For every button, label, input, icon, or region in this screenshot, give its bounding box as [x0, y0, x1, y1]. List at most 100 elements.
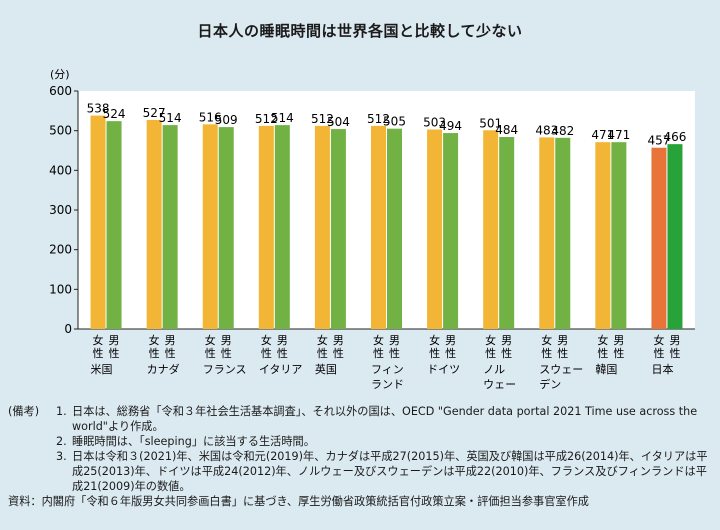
series-label-male: 男	[333, 334, 344, 347]
series-label-female: 性	[261, 346, 272, 360]
series-label-female: 女	[373, 333, 384, 347]
bar-male	[555, 137, 571, 329]
series-label-female: 女	[317, 333, 328, 347]
series-label-female: 女	[205, 333, 216, 347]
bar-value-label: 482	[551, 124, 574, 138]
country-label: フィン	[371, 363, 404, 376]
bar-female	[90, 115, 106, 330]
note-number: 2.	[56, 435, 67, 448]
series-label-male: 男	[221, 334, 232, 347]
country-label: ドイツ	[427, 363, 460, 376]
y-tick-label: 100	[49, 282, 72, 296]
series-label-female: 性	[93, 346, 104, 360]
series-label-male: 男	[445, 334, 456, 347]
bar-female	[146, 119, 162, 329]
bar-value-label: 471	[607, 128, 630, 142]
bar-value-label: 512	[311, 112, 334, 126]
series-label-female: 女	[485, 333, 496, 347]
note-item-1: (備考) 1. 日本は、総務省「令和３年社会生活基本調査」、それ以外の国は、OE…	[8, 404, 714, 434]
series-label-male: 性	[221, 346, 232, 360]
bar-male	[443, 133, 459, 329]
y-tick-label: 500	[49, 124, 72, 138]
series-label-female: 女	[597, 333, 608, 347]
series-label-female: 女	[429, 333, 440, 347]
note-number: 3.	[56, 450, 67, 463]
bar-value-label: 505	[383, 115, 406, 129]
bar-female	[651, 147, 667, 329]
bar-value-label: 466	[664, 130, 687, 144]
series-label-female: 性	[205, 346, 216, 360]
bar-female	[427, 129, 443, 329]
bar-value-label: 516	[199, 110, 222, 124]
series-label-female: 女	[149, 333, 160, 347]
series-label-female: 性	[485, 346, 496, 360]
country-label: ノル	[483, 363, 505, 376]
y-tick-label: 300	[49, 203, 72, 217]
series-label-male: 男	[109, 334, 120, 347]
bar-value-label: 494	[439, 119, 462, 133]
series-label-female: 性	[149, 346, 160, 360]
bar-male	[499, 137, 515, 329]
bar-value-label: 503	[423, 115, 446, 129]
bar-value-label: 504	[327, 115, 350, 129]
series-label-female: 性	[317, 346, 328, 360]
series-label-male: 性	[165, 346, 176, 360]
series-label-female: 女	[653, 333, 664, 347]
country-label: デン	[539, 377, 561, 391]
series-label-male: 性	[389, 346, 400, 360]
series-label-female: 女	[541, 333, 552, 347]
series-label-male: 性	[333, 346, 344, 360]
note-text: 日本は、総務省「令和３年社会生活基本調査」、それ以外の国は、OECD "Gend…	[72, 405, 698, 433]
bar-value-label: 484	[495, 123, 518, 137]
series-label-male: 男	[277, 334, 288, 347]
bar-value-label: 512	[367, 112, 390, 126]
series-label-male: 性	[669, 346, 680, 360]
series-label-male: 性	[501, 346, 512, 360]
bar-female	[371, 125, 386, 329]
bar-value-label: 524	[103, 107, 126, 121]
country-label: フランス	[203, 363, 247, 376]
series-label-female: 性	[429, 346, 440, 360]
bar-male	[667, 144, 683, 329]
series-label-male: 男	[669, 334, 680, 347]
series-label-male: 性	[613, 346, 624, 360]
y-tick-label: 0	[64, 322, 72, 336]
country-label: 英国	[315, 362, 337, 376]
bar-male	[162, 125, 178, 329]
country-label: カナダ	[147, 362, 180, 376]
series-label-female: 性	[597, 346, 608, 360]
bar-male	[106, 121, 122, 329]
series-label-male: 性	[557, 346, 568, 360]
bar-male	[218, 127, 234, 329]
bar-female	[314, 125, 330, 329]
country-label: 日本	[651, 362, 673, 376]
note-text: 睡眠時間は、「sleeping」に該当する生活時間。	[72, 435, 315, 448]
plot-area-background	[78, 91, 695, 329]
notes-block: (備考) 1. 日本は、総務省「令和３年社会生活基本調査」、それ以外の国は、OE…	[8, 404, 714, 509]
country-label: イタリア	[259, 363, 303, 376]
series-label-male: 性	[109, 346, 120, 360]
bar-value-label: 457	[648, 134, 671, 148]
y-tick-label: 600	[49, 84, 72, 98]
bar-male	[330, 129, 346, 329]
series-label-female: 性	[541, 346, 552, 360]
y-tick-label: 400	[49, 163, 72, 177]
chart-title: 日本人の睡眠時間は世界各国と比較して少ない	[197, 22, 523, 40]
y-axis: 0 100 200 300 400 500 600	[49, 84, 695, 336]
y-axis-unit-label: (分)	[50, 68, 70, 81]
note-item-2: 2. 睡眠時間は、「sleeping」に該当する生活時間。	[8, 434, 714, 449]
bar-value-label: 512	[255, 112, 278, 126]
bar-female	[539, 137, 555, 329]
country-label: 韓国	[595, 363, 617, 376]
bar-value-label: 514	[159, 111, 182, 125]
note-text: 日本は令和３(2021)年、米国は令和元(2019)年、カナダは平成27(201…	[72, 450, 708, 493]
series-label-female: 女	[93, 333, 104, 347]
notes-header: (備考)	[8, 405, 40, 418]
bar-value-label: 527	[143, 106, 166, 120]
series-label-male: 男	[501, 334, 512, 347]
series-label-male: 性	[277, 346, 288, 360]
series-label-female: 性	[373, 346, 384, 360]
series-label-male: 男	[389, 334, 400, 347]
country-label: 米国	[91, 363, 113, 376]
